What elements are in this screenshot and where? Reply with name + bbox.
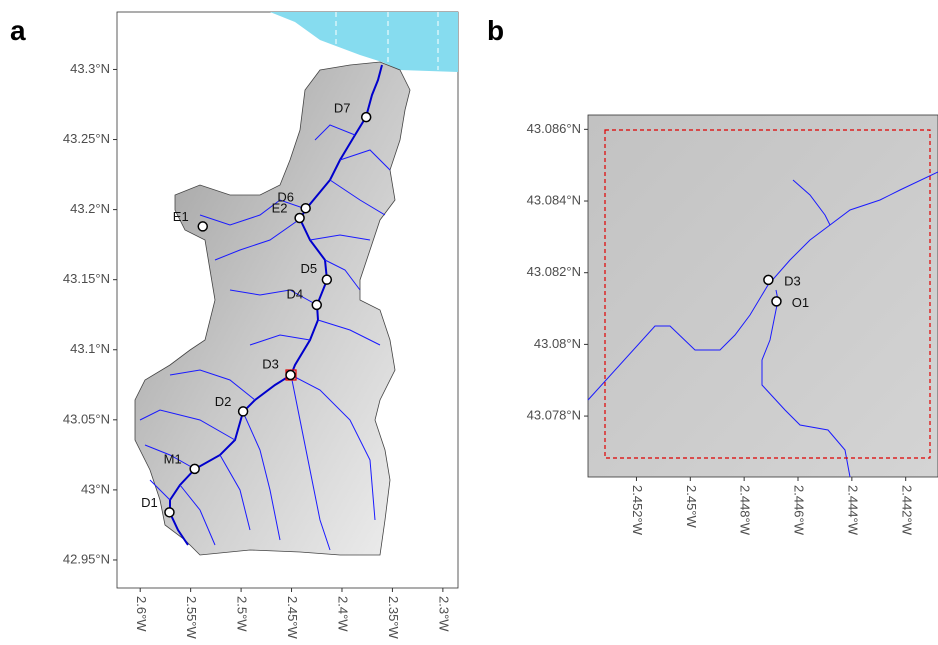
x-tick-label: 2.4°W	[336, 596, 351, 632]
station	[312, 300, 321, 309]
panel-label: b	[487, 15, 504, 46]
y-tick-label: 43.15°N	[63, 271, 110, 286]
y-tick-label: 43°N	[81, 481, 110, 496]
x-tick-label: 2.5°W	[235, 596, 250, 632]
station	[295, 214, 304, 223]
station	[362, 113, 371, 122]
panel-frame	[588, 115, 938, 477]
y-tick-label: 43.1°N	[70, 341, 110, 356]
station	[764, 275, 773, 284]
x-tick-label: 2.55°W	[184, 596, 199, 640]
station	[190, 464, 199, 473]
y-tick-label: 43.25°N	[63, 131, 110, 146]
station	[198, 222, 207, 231]
x-tick-label: 2.452°W	[630, 485, 645, 536]
x-tick-label: 2.6°W	[134, 596, 149, 632]
panel-label: a	[10, 15, 26, 46]
x-tick-label: 2.442°W	[899, 485, 914, 536]
station-label: D1	[141, 495, 158, 510]
y-tick-label: 43.084°N	[527, 192, 581, 207]
station-label: D3	[262, 356, 279, 371]
station-label: D7	[334, 101, 351, 116]
station	[772, 297, 781, 306]
y-tick-label: 43.082°N	[527, 264, 581, 279]
x-tick-label: 2.448°W	[738, 485, 753, 536]
station-label: E1	[173, 209, 189, 224]
station	[301, 204, 310, 213]
station-label: D3	[784, 273, 801, 288]
x-tick-label: 2.45°W	[684, 485, 699, 529]
y-tick-label: 43.08°N	[534, 336, 581, 351]
station	[322, 275, 331, 284]
station-label: D5	[301, 261, 318, 276]
y-tick-label: 43.078°N	[527, 408, 581, 423]
station-label: M1	[164, 451, 182, 466]
y-tick-label: 43.086°N	[527, 121, 581, 136]
x-tick-label: 2.45°W	[285, 596, 300, 640]
station	[286, 370, 295, 379]
station-label: O1	[792, 295, 809, 310]
y-tick-label: 42.95°N	[63, 551, 110, 566]
y-tick-label: 43.3°N	[70, 61, 110, 76]
y-tick-label: 43.05°N	[63, 411, 110, 426]
station-label: E2	[272, 200, 288, 215]
figure: a 2.6°W 2.55°W 2.5°W 2.45°W 2.4°W 2.35°W 2.3°W 4…	[0, 0, 938, 645]
x-tick-label: 2.3°W	[436, 596, 451, 632]
x-tick-label: 2.444°W	[845, 485, 860, 536]
x-tick-label: 2.35°W	[386, 596, 401, 640]
station	[239, 407, 248, 416]
station-label: D2	[215, 394, 232, 409]
station	[165, 508, 174, 517]
y-tick-label: 43.2°N	[70, 201, 110, 216]
station-label: D4	[286, 286, 303, 301]
x-tick-label: 2.446°W	[792, 485, 807, 536]
